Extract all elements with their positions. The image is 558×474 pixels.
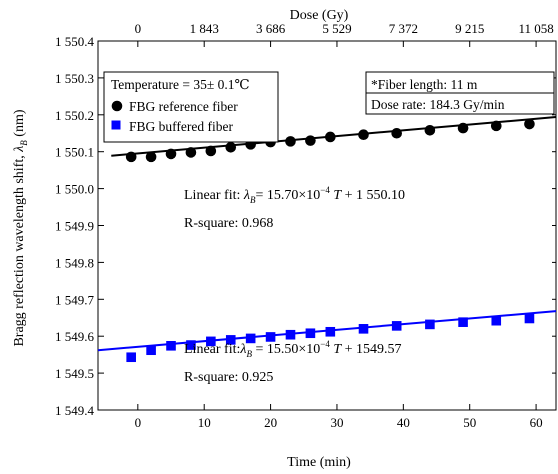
data-point-reference — [524, 118, 535, 130]
y-axis-title-main: Bragg reflection wavelength shift, — [12, 152, 27, 347]
data-point-buffered — [305, 328, 316, 339]
y-tick-label: 1 549.6 — [55, 329, 95, 344]
top-tick-label: 11 058 — [518, 21, 553, 36]
reference-r-square: R-square: 0.968 — [184, 216, 273, 231]
dose-rate-text: Dose rate: 184.3 Gy/min — [371, 97, 505, 112]
buffered-fit-equation: Linear fit:λB = 15.50×10−4 T + 1549.57 — [184, 339, 402, 359]
data-point-buffered — [265, 332, 276, 342]
data-point-reference — [305, 135, 316, 146]
reference-fit-variable: T — [330, 188, 343, 203]
data-point-buffered — [325, 326, 336, 337]
y-tick-label: 1 549.7 — [55, 292, 95, 307]
data-point-buffered — [491, 315, 502, 326]
data-point-reference — [325, 131, 336, 143]
data-point-reference — [391, 127, 402, 139]
buffered-fit-subscript: B — [246, 349, 252, 359]
data-point-buffered — [524, 313, 535, 324]
x-axis-title: Time (min) — [287, 455, 351, 470]
data-point-buffered — [391, 321, 402, 331]
data-point-reference — [125, 151, 137, 163]
top-axis-title: Dose (Gy) — [290, 8, 349, 23]
y-tick-label: 1 549.9 — [55, 219, 94, 234]
reference-fit-exponent: −4 — [320, 185, 330, 195]
data-point-buffered — [166, 340, 176, 351]
info-box: *Fiber length: 11 m Dose rate: 184.3 Gy/… — [365, 71, 555, 115]
y-axis-title: Bragg reflection wavelength shift, λB (n… — [12, 109, 29, 346]
data-point-reference — [205, 145, 217, 157]
y-tick-label: 1 549.5 — [55, 366, 94, 381]
data-point-reference — [457, 122, 469, 134]
legend-marker-reference — [111, 100, 123, 112]
legend: Temperature = 35± 0.1℃ FBG reference fib… — [103, 71, 279, 143]
buffered-r-square: R-square: 0.925 — [184, 370, 273, 385]
y-tick-label: 1 550.1 — [55, 145, 94, 160]
x-tick-label: 40 — [397, 415, 410, 430]
x-tick-label: 10 — [198, 415, 211, 430]
top-tick-label: 7 372 — [389, 21, 418, 36]
y-axis-title-unit: (nm) — [12, 109, 27, 140]
buffered-fit-variable: T — [330, 342, 343, 357]
left-axis-ticks: 1 550.4 1 550.3 1 550.2 1 550.1 1 550.0 1 549… — [55, 34, 556, 418]
buffered-fit-post: + 1549.57 — [341, 342, 401, 357]
reference-fit-subscript: B — [250, 195, 256, 205]
y-axis-title-subscript: B — [19, 140, 29, 146]
data-point-buffered — [206, 336, 216, 347]
data-point-reference — [285, 136, 296, 147]
y-tick-label: 1 550.4 — [55, 34, 95, 49]
x-tick-label: 30 — [330, 415, 343, 430]
data-markers — [125, 118, 535, 363]
data-point-reference — [185, 147, 197, 158]
y-tick-label: 1 549.4 — [55, 403, 95, 418]
data-point-reference — [225, 141, 237, 153]
data-point-buffered — [285, 329, 296, 340]
data-point-reference — [165, 148, 177, 160]
x-tick-label: 60 — [530, 415, 543, 430]
data-point-buffered — [358, 324, 369, 334]
bottom-axis-ticks: 0 10 20 30 40 50 60 — [135, 404, 543, 430]
data-point-reference — [358, 129, 369, 141]
data-point-buffered — [126, 352, 136, 363]
buffered-fit-pre: Linear fit: — [184, 342, 240, 357]
buffered-fit-exponent: −4 — [320, 339, 330, 349]
x-tick-label: 50 — [463, 415, 476, 430]
fiber-length-text: *Fiber length: 11 m — [371, 77, 478, 92]
legend-box — [103, 71, 279, 143]
top-tick-label: 0 — [135, 21, 142, 36]
y-axis-title-symbol: λ — [12, 146, 27, 153]
data-point-buffered — [425, 319, 435, 330]
data-point-reference — [145, 151, 157, 163]
legend-label-reference: FBG reference fiber — [129, 99, 238, 114]
top-tick-label: 3 686 — [256, 21, 286, 36]
reference-fit-post: + 1 550.10 — [341, 188, 405, 203]
data-point-buffered — [186, 340, 196, 350]
top-tick-label: 1 843 — [190, 21, 219, 36]
data-point-buffered — [458, 317, 468, 327]
top-axis-ticks: 0 1 843 3 686 5 529 7 372 9 215 11 058 — [135, 21, 554, 47]
reference-fit-mid: = 15.70×10 — [255, 188, 320, 203]
data-point-reference — [490, 120, 502, 132]
x-tick-label: 20 — [264, 415, 277, 430]
reference-fit-symbol: λ — [243, 188, 250, 203]
y-tick-label: 1 550.0 — [55, 182, 94, 197]
buffered-fit-symbol: λ — [239, 342, 246, 357]
top-tick-label: 5 529 — [322, 21, 351, 36]
data-point-buffered — [146, 345, 156, 356]
reference-fit-equation: Linear fit: λB= 15.70×10−4 T + 1 550.10 — [184, 185, 405, 205]
top-tick-label: 9 215 — [455, 21, 484, 36]
reference-fit-pre: Linear fit: — [184, 188, 244, 203]
data-point-reference — [424, 124, 436, 136]
buffered-fit-mid: = 15.50×10 — [252, 342, 320, 357]
legend-marker-buffered — [111, 120, 121, 130]
y-tick-label: 1 550.2 — [55, 108, 94, 123]
x-tick-label: 0 — [135, 415, 142, 430]
y-tick-label: 1 550.3 — [55, 71, 94, 86]
data-point-buffered — [245, 333, 256, 344]
data-point-buffered — [225, 335, 236, 345]
legend-label-buffered: FBG buffered fiber — [129, 119, 233, 134]
legend-title: Temperature = 35± 0.1℃ — [111, 77, 250, 92]
y-tick-label: 1 549.8 — [55, 255, 94, 270]
